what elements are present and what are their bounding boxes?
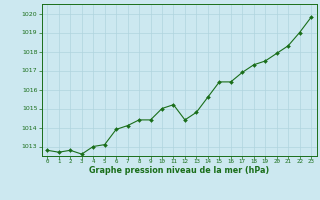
X-axis label: Graphe pression niveau de la mer (hPa): Graphe pression niveau de la mer (hPa) <box>89 166 269 175</box>
